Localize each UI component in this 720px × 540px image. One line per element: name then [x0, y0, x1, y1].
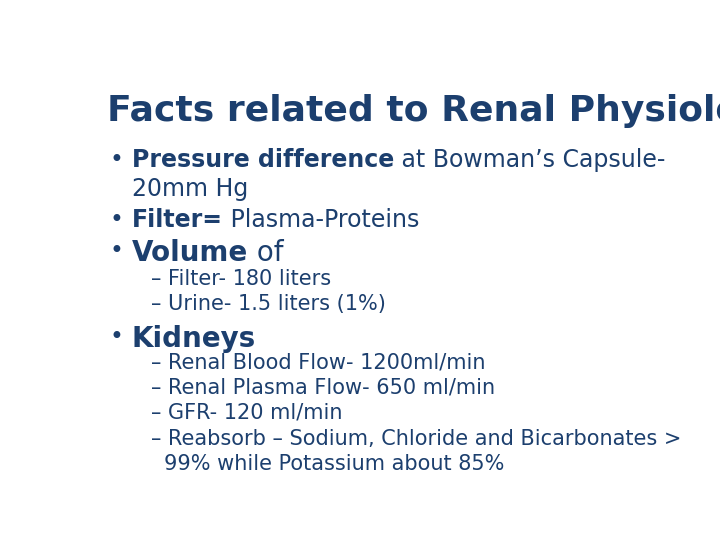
Text: Kidneys: Kidneys — [132, 325, 256, 353]
Text: •: • — [109, 148, 123, 172]
Text: •: • — [109, 239, 123, 264]
Text: – GFR- 120 ml/min: – GFR- 120 ml/min — [151, 402, 343, 422]
Text: – Renal Plasma Flow- 650 ml/min: – Renal Plasma Flow- 650 ml/min — [151, 377, 495, 397]
Text: •: • — [109, 208, 123, 232]
Text: Facts related to Renal Physiology: Facts related to Renal Physiology — [107, 94, 720, 128]
Text: – Renal Blood Flow- 1200ml/min: – Renal Blood Flow- 1200ml/min — [151, 353, 486, 373]
Text: – Reabsorb – Sodium, Chloride and Bicarbonates >: – Reabsorb – Sodium, Chloride and Bicarb… — [151, 429, 682, 449]
Text: Plasma-Proteins: Plasma-Proteins — [223, 208, 419, 232]
Text: of: of — [248, 239, 284, 267]
Text: •: • — [109, 325, 123, 349]
Text: at Bowman’s Capsule-: at Bowman’s Capsule- — [394, 148, 665, 172]
Text: Filter=: Filter= — [132, 208, 223, 232]
Text: – Urine- 1.5 liters (1%): – Urine- 1.5 liters (1%) — [151, 294, 386, 314]
Text: Volume: Volume — [132, 239, 248, 267]
Text: – Filter- 180 liters: – Filter- 180 liters — [151, 268, 331, 288]
Text: 99% while Potassium about 85%: 99% while Potassium about 85% — [164, 454, 505, 474]
Text: 20mm Hg: 20mm Hg — [132, 177, 248, 201]
Text: Pressure difference: Pressure difference — [132, 148, 394, 172]
